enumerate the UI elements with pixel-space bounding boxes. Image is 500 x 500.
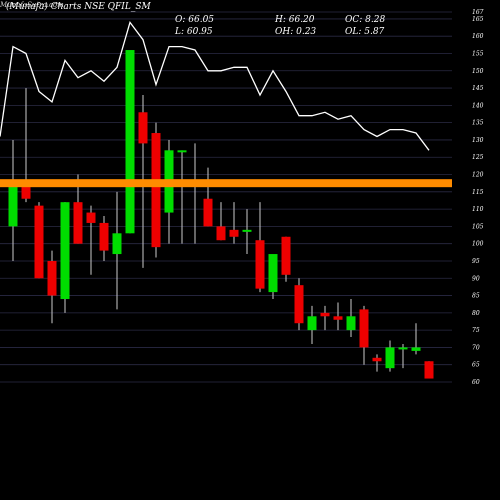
candle-body (60, 202, 70, 300)
candle (216, 202, 226, 241)
candle-body (411, 347, 421, 351)
y-tick-label: 110 (472, 206, 484, 213)
candle (151, 122, 161, 258)
candle (60, 202, 70, 313)
y-tick-label: 65 (472, 362, 480, 369)
candle-body (86, 212, 96, 223)
y-tick-label: 105 (472, 223, 484, 230)
candle-body (281, 236, 291, 275)
candle (229, 202, 239, 244)
candle (268, 254, 278, 300)
y-tick-label: 150 (472, 68, 484, 75)
y-tick-label: 145 (472, 85, 484, 92)
open-label: O: 66.05 (175, 15, 214, 25)
candle-body (307, 316, 317, 331)
candle-body (47, 260, 57, 296)
candle-body (255, 240, 265, 289)
y-tick-label: 60 (472, 379, 480, 386)
y-tick-label: 130 (472, 137, 484, 144)
candle-body (424, 361, 434, 379)
candle-body (151, 133, 161, 248)
candle (333, 302, 343, 331)
candle-body (177, 150, 187, 153)
candle (99, 216, 109, 261)
symbol-label: (Munafa) Charts NSE QFIL_SM (6, 1, 151, 12)
candle (307, 305, 317, 344)
candle-body (385, 347, 395, 369)
y-tick-label: 90 (472, 275, 480, 282)
y-tick-label: 100 (472, 241, 484, 248)
candle (8, 139, 18, 261)
candle-body (73, 202, 83, 244)
close-label: OC: 8.28 (345, 15, 385, 25)
candle (281, 236, 291, 282)
candle (34, 202, 44, 279)
y-tick-label: 115 (472, 189, 484, 196)
candle-body (268, 254, 278, 293)
grid-lines (0, 11, 452, 383)
y-tick-label: 75 (472, 327, 480, 334)
candle (203, 167, 213, 227)
candle-body (203, 198, 213, 227)
y-tick-label: 70 (472, 344, 480, 351)
candle (112, 191, 122, 310)
candle-body (229, 229, 239, 237)
candle-body (346, 316, 356, 331)
y-tick-label: 85 (472, 293, 480, 300)
candle (346, 299, 356, 338)
watermark: MunafaSutra.com (0, 1, 64, 9)
candle-body (320, 312, 330, 317)
candle (372, 354, 382, 372)
low-label: L: 60.95 (174, 27, 213, 37)
horizontal-line (0, 179, 452, 188)
candle-body (8, 181, 18, 227)
y-tick-label: 95 (472, 258, 480, 265)
candle-body (99, 222, 109, 251)
candle-body (242, 229, 252, 232)
y-tick-label: 160 (472, 33, 484, 40)
candle-body (216, 226, 226, 241)
candle-body (372, 357, 382, 362)
candle-body (138, 112, 148, 144)
y-tick-label: 165 (472, 16, 484, 23)
price-line (0, 20, 430, 151)
candle (47, 250, 57, 324)
candle (411, 323, 421, 355)
candle (294, 278, 304, 331)
y-tick-label: 155 (472, 50, 484, 57)
candle (125, 50, 135, 234)
candle (86, 205, 96, 275)
candle (359, 305, 369, 365)
candle (164, 139, 174, 244)
candle (177, 150, 187, 244)
candle-body (359, 309, 369, 348)
candle (320, 305, 330, 331)
candle (242, 209, 252, 255)
y-tick-label: 140 (472, 102, 484, 109)
y-tick-label: 120 (472, 172, 484, 179)
y-tick-label: 135 (472, 120, 484, 127)
ol-label: OL: 5.87 (345, 27, 385, 37)
y-tick-label: 125 (472, 154, 484, 161)
candle-body (398, 347, 408, 350)
candle-body (294, 285, 304, 324)
candle-body (112, 233, 122, 255)
candle (398, 343, 408, 369)
oh-label: OH: 0.23 (275, 27, 316, 37)
candle (385, 340, 395, 372)
candles (8, 50, 434, 379)
candle-body (333, 316, 343, 320)
y-tick-label: 167 (472, 9, 484, 16)
candle (424, 361, 434, 379)
high-label: H: 66.20 (274, 15, 315, 25)
y-tick-label: 80 (472, 310, 480, 317)
candle-body (34, 205, 44, 279)
candle (190, 143, 200, 244)
candle-body (125, 50, 135, 234)
candle-body (21, 181, 31, 199)
candle (255, 202, 265, 293)
